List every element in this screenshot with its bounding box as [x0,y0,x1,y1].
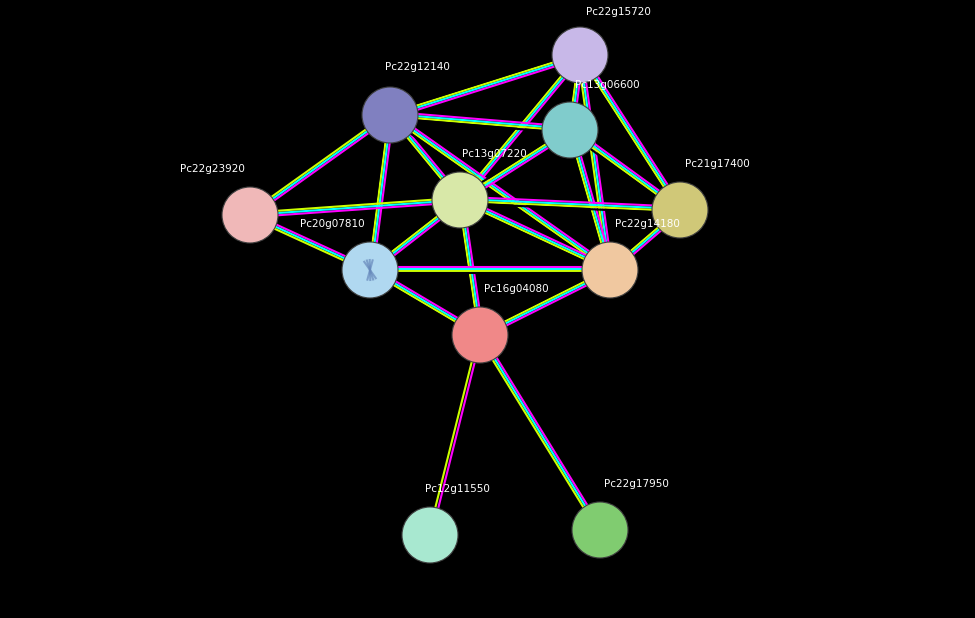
Text: Pc22g12140: Pc22g12140 [385,62,449,72]
Text: Pc22g15720: Pc22g15720 [586,7,651,17]
Text: Pc13g06600: Pc13g06600 [575,80,640,90]
Circle shape [452,307,508,363]
Text: Pc22g23920: Pc22g23920 [180,164,245,174]
Circle shape [402,507,458,563]
Circle shape [542,102,598,158]
Text: Pc12g11550: Pc12g11550 [425,484,489,494]
Text: Pc21g17400: Pc21g17400 [685,159,750,169]
Text: Pc22g14180: Pc22g14180 [615,219,680,229]
Circle shape [362,87,418,143]
Circle shape [222,187,278,243]
Circle shape [652,182,708,238]
Text: Pc16g04080: Pc16g04080 [484,284,549,294]
Circle shape [432,172,488,228]
Circle shape [342,242,398,298]
Text: Pc22g17950: Pc22g17950 [604,479,669,489]
Circle shape [552,27,608,83]
Text: Pc13g07220: Pc13g07220 [462,149,526,159]
Circle shape [572,502,628,558]
Circle shape [582,242,638,298]
Text: Pc20g07810: Pc20g07810 [300,219,365,229]
